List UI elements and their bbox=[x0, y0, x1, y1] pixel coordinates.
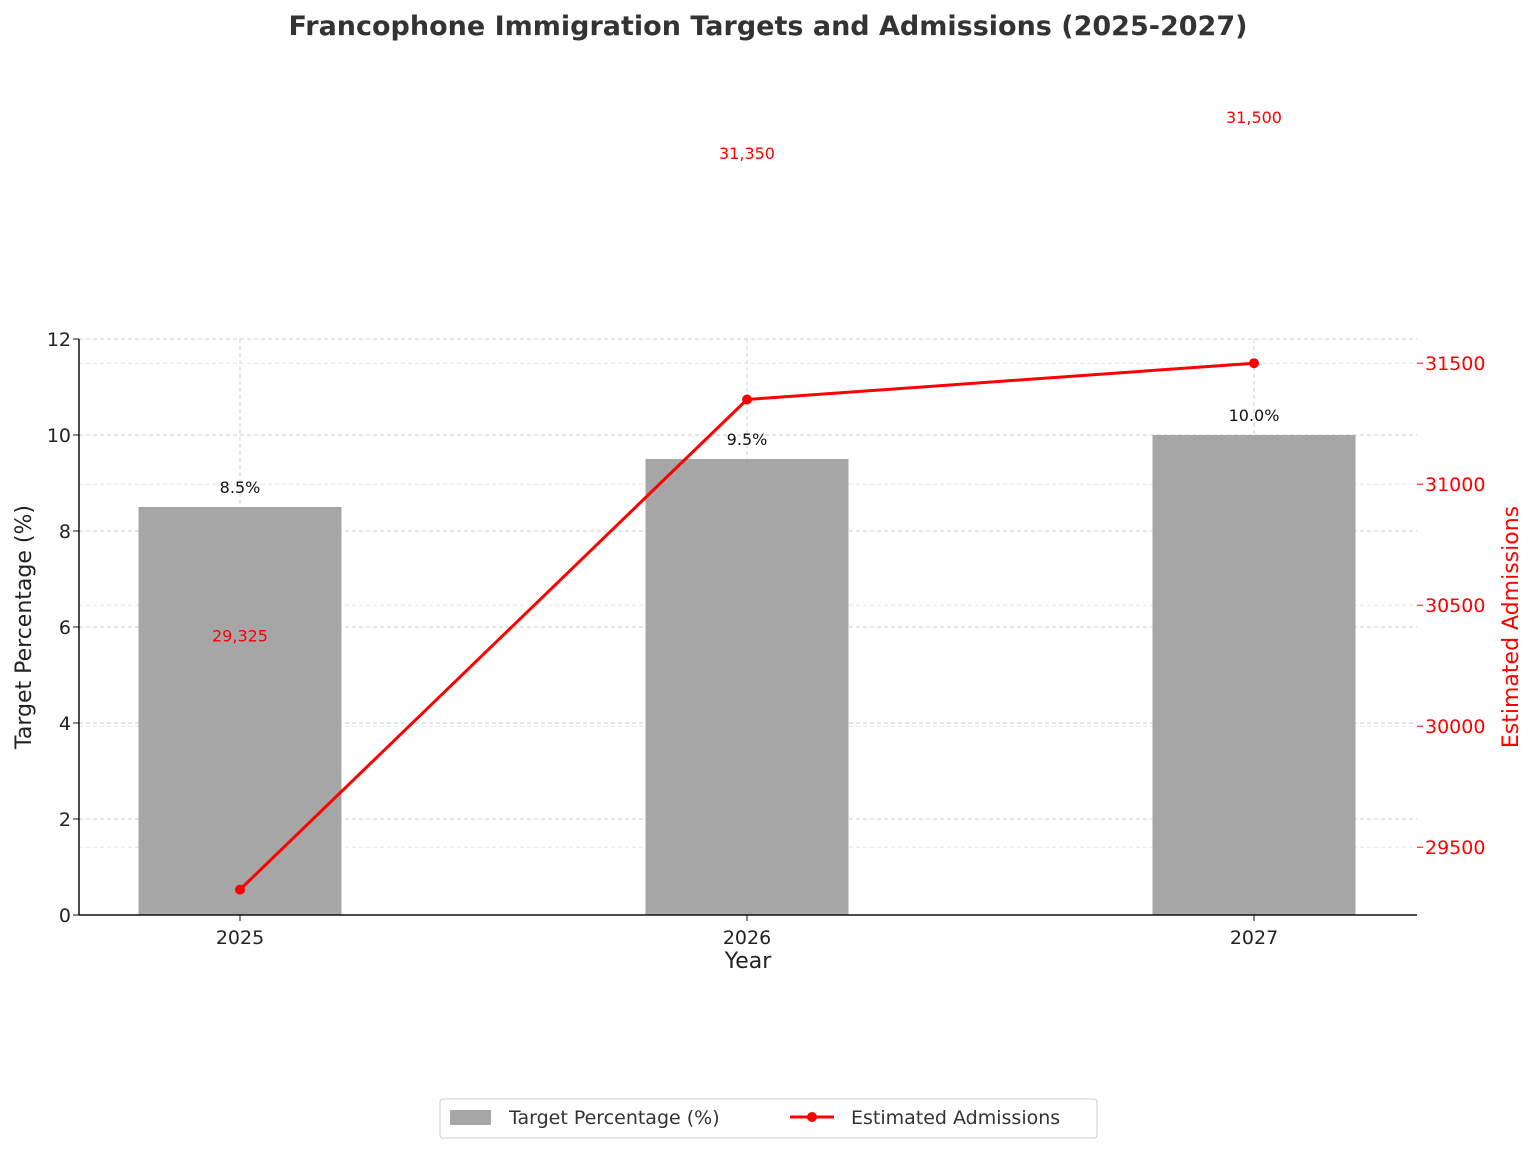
x-tick-label: 2026 bbox=[723, 927, 771, 949]
line-value-label: 31,500 bbox=[1226, 108, 1282, 127]
y-tick-label-right: 29500 bbox=[1425, 837, 1485, 859]
bar-value-label: 9.5% bbox=[727, 430, 768, 449]
y-tick-label-right: 31000 bbox=[1425, 474, 1485, 496]
x-axis-label: Year bbox=[724, 949, 773, 974]
bar bbox=[1152, 435, 1356, 915]
y-tick-label-left: 8 bbox=[59, 521, 71, 543]
x-ticks: 2025 2026 2027 bbox=[216, 915, 1278, 949]
y-tick-label-right: 30000 bbox=[1425, 716, 1485, 738]
line-value-label: 29,325 bbox=[212, 626, 268, 645]
y-tick-label-left: 6 bbox=[59, 617, 71, 639]
legend-swatch-bar bbox=[450, 1110, 491, 1125]
y-tick-label-left: 10 bbox=[47, 425, 71, 447]
line-point bbox=[742, 394, 752, 405]
line-point bbox=[1249, 358, 1259, 369]
legend-label-bar: Target Percentage (%) bbox=[508, 1107, 720, 1129]
line-value-label: 31,350 bbox=[719, 144, 775, 163]
chart-title: Francophone Immigration Targets and Admi… bbox=[289, 11, 1248, 42]
legend-box bbox=[439, 1098, 1098, 1139]
y-tick-label-left: 4 bbox=[59, 713, 71, 735]
line-point bbox=[235, 884, 245, 895]
y-tick-label-left: 2 bbox=[59, 809, 71, 831]
y-axis-label-left: Target Percentage (%) bbox=[12, 505, 37, 750]
legend-label-line: Estimated Admissions bbox=[851, 1107, 1060, 1129]
x-tick-label: 2025 bbox=[216, 927, 264, 949]
y-tick-label-left: 0 bbox=[59, 905, 71, 927]
bars bbox=[138, 435, 1356, 915]
admissions-line bbox=[235, 358, 1259, 895]
legend: Target Percentage (%) Estimated Admissio… bbox=[439, 1098, 1098, 1139]
y-axis-label-right: Estimated Admissions bbox=[1499, 506, 1524, 748]
bar bbox=[138, 507, 342, 915]
legend-swatch-marker bbox=[807, 1112, 817, 1122]
y-tick-label-left: 12 bbox=[47, 329, 71, 351]
bar bbox=[645, 459, 849, 915]
bar-value-label: 8.5% bbox=[220, 478, 261, 497]
y-tick-label-right: 31500 bbox=[1425, 353, 1485, 375]
y-ticks-right: 29500 30000 30500 31000 31500 bbox=[1417, 353, 1485, 859]
bar-value-label: 10.0% bbox=[1229, 406, 1280, 425]
y-tick-label-right: 30500 bbox=[1425, 595, 1485, 617]
x-tick-label: 2027 bbox=[1230, 927, 1278, 949]
y-ticks-left: 0 2 4 6 8 10 12 bbox=[47, 329, 79, 927]
data-labels: 8.5% 9.5% 10.0% 29,325 31,350 31,500 bbox=[212, 108, 1282, 645]
